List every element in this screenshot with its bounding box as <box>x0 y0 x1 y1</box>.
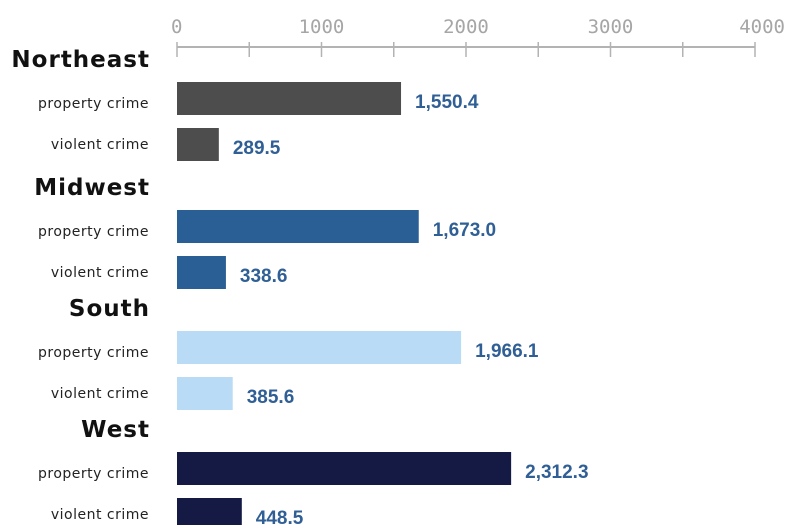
bar-category-label: property crime <box>38 345 149 361</box>
bar-category-label: violent crime <box>51 265 149 281</box>
bar-category-label: violent crime <box>51 507 149 523</box>
category-labels: Northeast property crime violent crime Midw… <box>11 47 150 523</box>
x-axis: 0 1000 2000 3000 4000 <box>171 16 785 57</box>
bar-category-label: property crime <box>38 96 149 112</box>
region-label: Northeast <box>11 47 150 73</box>
bar <box>177 452 512 485</box>
bar-category-label: violent crime <box>51 386 149 402</box>
x-tick-label: 0 <box>171 16 182 38</box>
bar <box>177 128 219 161</box>
bar-category-label: property crime <box>38 466 149 482</box>
data-label: 1,673.0 <box>433 220 496 241</box>
data-label: 289.5 <box>233 138 281 159</box>
region-label: South <box>69 296 150 322</box>
data-label: 338.6 <box>240 266 288 287</box>
data-label: 385.6 <box>247 387 295 408</box>
x-tick-label: 4000 <box>739 16 785 38</box>
value-labels: 1,550.4 289.5 1,673.0 338.6 1,966.1 385.6 2,31… <box>233 92 589 525</box>
bars <box>177 82 512 525</box>
data-label: 2,312.3 <box>525 462 588 483</box>
bar <box>177 377 233 410</box>
bar-category-label: property crime <box>38 224 149 240</box>
bar <box>177 331 462 364</box>
bar <box>177 256 226 289</box>
data-label: 1,966.1 <box>475 341 539 362</box>
data-label: 448.5 <box>256 508 304 525</box>
bar <box>177 498 242 525</box>
region-label: West <box>81 417 150 443</box>
bar-category-label: violent crime <box>51 137 149 153</box>
x-tick-label: 1000 <box>299 16 345 38</box>
x-tick-label: 2000 <box>443 16 489 38</box>
x-tick-label: 3000 <box>588 16 634 38</box>
region-label: Midwest <box>34 175 150 201</box>
bar <box>177 210 419 243</box>
bar <box>177 82 402 115</box>
data-label: 1,550.4 <box>415 92 479 113</box>
